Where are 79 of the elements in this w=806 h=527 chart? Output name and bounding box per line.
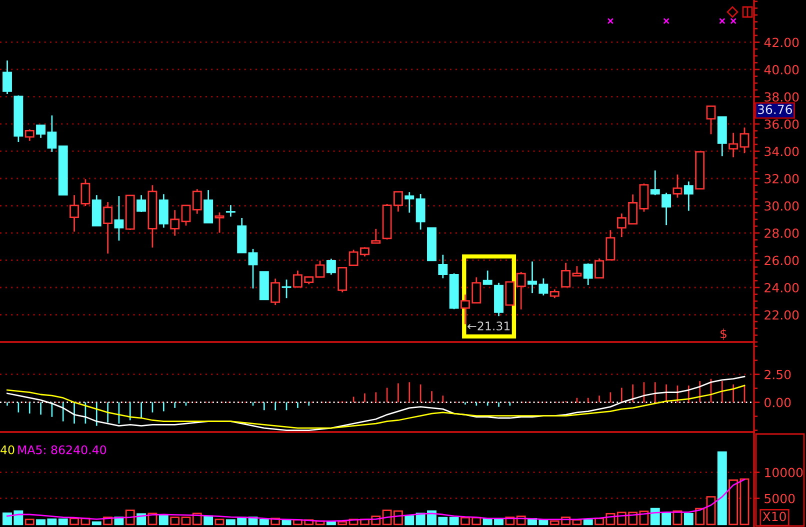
y-tick-label: 10000 bbox=[765, 468, 803, 478]
candlestick bbox=[338, 267, 348, 293]
candlestick bbox=[326, 258, 336, 276]
y-tick-label: 42.00 bbox=[764, 38, 799, 48]
candlestick bbox=[684, 180, 694, 212]
y-tick-label: 2.50 bbox=[764, 370, 791, 380]
candlestick bbox=[181, 204, 191, 226]
y-tick-label: 5000 bbox=[764, 494, 795, 504]
y-tick-label: 28.00 bbox=[764, 228, 799, 238]
candlestick bbox=[80, 178, 90, 207]
candlestick bbox=[103, 201, 113, 254]
y-tick-label: 0.00 bbox=[764, 398, 791, 408]
bar bbox=[583, 519, 593, 526]
candlestick bbox=[672, 174, 682, 198]
candlestick bbox=[583, 262, 593, 286]
candlestick bbox=[204, 189, 214, 224]
y-tick-label: 34.00 bbox=[764, 146, 799, 156]
y-tick-label: 36.00 bbox=[764, 119, 799, 129]
bar bbox=[181, 516, 191, 526]
y-tick-label: 26.00 bbox=[764, 256, 799, 266]
candlestick bbox=[282, 278, 292, 299]
candlestick bbox=[315, 260, 325, 278]
bar bbox=[338, 521, 348, 526]
text: X10 bbox=[762, 512, 786, 522]
candlestick bbox=[70, 194, 79, 232]
candlestick bbox=[639, 182, 649, 212]
candlestick bbox=[270, 278, 280, 306]
candlestick bbox=[248, 248, 258, 290]
candlestick bbox=[404, 191, 414, 214]
candlestick bbox=[24, 128, 34, 142]
bar bbox=[717, 451, 727, 526]
annotation: $ bbox=[720, 328, 726, 340]
bar bbox=[259, 519, 269, 526]
annotation: ←21.31 bbox=[468, 321, 510, 330]
bar bbox=[695, 508, 705, 526]
text: MA5: 86240.40 bbox=[18, 445, 106, 454]
bar bbox=[728, 479, 738, 526]
bar bbox=[92, 521, 102, 526]
candlestick bbox=[740, 126, 750, 154]
annotation: 40 bbox=[0, 445, 14, 454]
bar bbox=[170, 516, 180, 526]
bar bbox=[158, 514, 168, 526]
bar bbox=[204, 515, 214, 526]
candlestick bbox=[516, 271, 526, 310]
line-series bbox=[6, 384, 746, 429]
candlestick bbox=[2, 60, 12, 95]
candlestick bbox=[192, 188, 202, 214]
candlestick bbox=[371, 228, 381, 244]
text: 36.76 bbox=[758, 104, 792, 114]
bar bbox=[282, 520, 292, 526]
candlestick bbox=[214, 212, 224, 234]
candlestick bbox=[438, 254, 448, 279]
y-tick-label: 40.00 bbox=[764, 64, 799, 74]
candlestick bbox=[158, 193, 168, 228]
bar bbox=[24, 518, 34, 526]
y-tick-label: 22.00 bbox=[764, 310, 799, 320]
bar bbox=[684, 513, 694, 526]
bar bbox=[740, 478, 750, 526]
bar bbox=[58, 518, 68, 526]
y-tick-label: 24.00 bbox=[764, 282, 799, 292]
candlestick bbox=[136, 194, 146, 213]
bar bbox=[404, 515, 414, 526]
candlestick bbox=[226, 204, 236, 218]
candlestick bbox=[170, 209, 180, 236]
y-tick-label: 30.00 bbox=[764, 201, 799, 211]
y-tick-label: 38.00 bbox=[764, 92, 799, 102]
bar bbox=[449, 516, 459, 526]
bar bbox=[706, 496, 716, 526]
candlestick bbox=[728, 132, 738, 158]
line-series bbox=[6, 478, 746, 522]
candlestick bbox=[482, 270, 492, 285]
bar bbox=[214, 518, 224, 526]
bar bbox=[326, 521, 336, 526]
candlestick bbox=[505, 281, 515, 306]
bar bbox=[125, 510, 135, 526]
candlestick bbox=[114, 195, 124, 242]
candlestick bbox=[706, 105, 716, 135]
y-tick-label: 32.00 bbox=[764, 174, 799, 184]
candlestick bbox=[416, 193, 426, 230]
